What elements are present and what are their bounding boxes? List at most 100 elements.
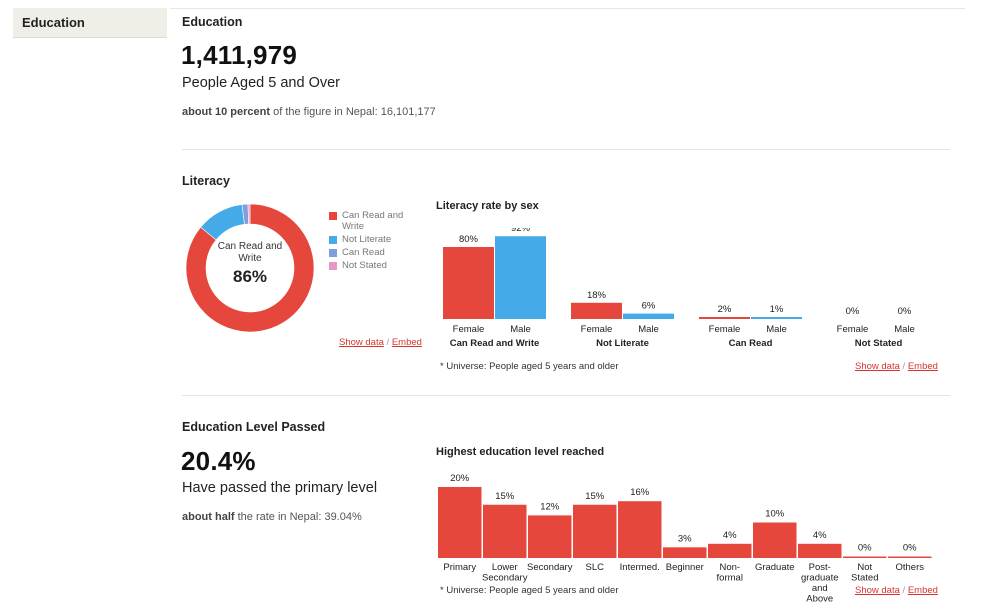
level-bar-label: Intermed. [620, 562, 660, 573]
level-bar-group-graduate: 10% Graduate [753, 509, 797, 573]
level-bar-label: Beginner [666, 562, 704, 573]
level-bar-label: Primary [443, 562, 476, 573]
bar-group-label: Can Read [729, 338, 773, 349]
level-bar-label: formal [717, 573, 743, 584]
level-bar-value-label: 15% [495, 491, 515, 502]
bar-sub-label: Female [453, 324, 485, 335]
legend-swatch [329, 249, 337, 257]
sidebar: Education [0, 0, 170, 613]
bar-group-can-read-and-write: 80% Female 92% Male Can Read and Write [443, 228, 546, 349]
literacy-donut-chart: Can Read and Write 86% [185, 203, 315, 333]
literacy-by-sex-embed-link[interactable]: Embed [907, 361, 938, 372]
level-bar-group-slc: 15% SLC [573, 491, 617, 573]
section-title-education-level: Education Level Passed [182, 420, 326, 434]
bar-value-label: 0% [846, 306, 860, 317]
level-bar-group-others: 0% Others [888, 543, 932, 573]
bar-female-can-read-and-write[interactable] [443, 247, 494, 319]
level-bar-lower-secondary[interactable] [483, 504, 527, 558]
bar-male-not-literate[interactable] [623, 313, 674, 319]
level-bar-group-non-formal: 4% Non-formal [708, 530, 752, 584]
primary-level-comparison: about half the rate in Nepal: 39.04% [182, 511, 362, 523]
bar-group-label: Not Literate [596, 338, 649, 349]
bar-sub-label: Female [837, 324, 869, 335]
literacy-show-data-link[interactable]: Show data [339, 337, 384, 348]
level-bar-label: Stated [851, 573, 878, 584]
level-bar-label: Graduate [755, 562, 795, 573]
level-bar-group-primary: 20% Primary [438, 473, 482, 573]
highest-level-chart: 20%Primary15%LowerSecondary12%Secondary1… [438, 473, 932, 605]
link-separator: / [902, 585, 906, 596]
population-value: 1,411,979 [181, 40, 298, 70]
bar-group-can-read: 2% Female 1% Male Can Read [699, 304, 802, 349]
bar-female-can-read[interactable] [699, 317, 750, 319]
bar-sub-label: Male [638, 324, 659, 335]
chart-title-literacy-by-sex: Literacy rate by sex [436, 200, 539, 212]
level-bar-beginner[interactable] [663, 547, 707, 558]
legend-label: Can Read [342, 247, 385, 258]
legend-label: Not Literate [342, 234, 392, 245]
bar-sub-label: Male [510, 324, 531, 335]
level-bar-value-label: 20% [450, 473, 470, 484]
donut-center-label-line1: Can Read and [218, 241, 283, 252]
level-bar-slc[interactable] [573, 504, 617, 558]
level-bar-group-beginner: 3% Beginner [663, 533, 707, 573]
level-bar-label: graduate [801, 573, 839, 584]
primary-level-label: Have passed the primary level [182, 480, 378, 496]
level-bar-post-graduate-and-above[interactable] [798, 543, 842, 558]
level-bar-secondary[interactable] [528, 515, 572, 558]
section-divider [182, 395, 950, 396]
level-bar-value-label: 4% [813, 530, 827, 541]
bar-value-label: 80% [459, 234, 479, 245]
donut-slice-can-read-and-write[interactable] [185, 203, 315, 333]
literacy-embed-link[interactable]: Embed [391, 337, 422, 348]
level-bar-not-stated[interactable] [843, 556, 887, 559]
bar-group-label: Can Read and Write [450, 338, 540, 349]
level-bar-graduate[interactable] [753, 522, 797, 559]
bar-value-label: 6% [642, 301, 656, 312]
bar-male-can-read[interactable] [751, 317, 802, 319]
link-separator: / [902, 361, 906, 372]
level-bar-value-label: 0% [858, 543, 872, 554]
literacy-by-sex-show-data-link[interactable]: Show data [855, 361, 900, 372]
sidebar-tab-education[interactable]: Education [13, 8, 167, 38]
legend-label: Can Read and Write [342, 210, 404, 232]
literacy-by-sex-universe-note: * Universe: People aged 5 years and olde… [440, 361, 619, 372]
level-bar-label: and [812, 583, 828, 594]
bar-group-label: Not Stated [855, 338, 903, 349]
bar-value-label: 1% [770, 304, 784, 315]
highest-level-links: Show data / Embed [855, 585, 938, 596]
level-bar-primary[interactable] [438, 487, 482, 558]
top-divider [170, 8, 965, 9]
link-separator: / [386, 337, 390, 348]
level-bar-value-label: 0% [903, 543, 917, 554]
comparison-emphasis: about half [182, 511, 235, 523]
level-bar-non-formal[interactable] [708, 543, 752, 558]
legend-label: Not Stated [342, 260, 387, 271]
level-bar-value-label: 3% [678, 533, 692, 544]
level-bar-value-label: 16% [630, 487, 650, 498]
level-bar-value-label: 10% [765, 509, 785, 520]
level-bar-value-label: 4% [723, 530, 737, 541]
legend-swatch [329, 262, 337, 270]
bar-value-label: 2% [718, 304, 732, 315]
level-bar-value-label: 12% [540, 501, 560, 512]
bar-value-label: 0% [898, 306, 912, 317]
level-bar-label: Others [895, 562, 924, 573]
legend-swatch [329, 236, 337, 244]
level-bar-label: Non- [719, 562, 740, 573]
bar-sub-label: Male [894, 324, 915, 335]
level-bar-group-secondary: 12% Secondary [527, 501, 573, 573]
donut-slice-not-stated[interactable] [247, 203, 251, 225]
highest-level-show-data-link[interactable]: Show data [855, 585, 900, 596]
population-comparison: about 10 percent of the figure in Nepal:… [182, 106, 436, 118]
bar-female-not-literate[interactable] [571, 302, 622, 319]
bar-male-can-read-and-write[interactable] [495, 236, 546, 319]
section-title-education: Education [182, 15, 243, 29]
level-bar-intermed[interactable] [618, 501, 662, 558]
level-bar-others[interactable] [888, 556, 932, 559]
level-bar-label: Post- [809, 562, 831, 573]
highest-level-embed-link[interactable]: Embed [907, 585, 938, 596]
